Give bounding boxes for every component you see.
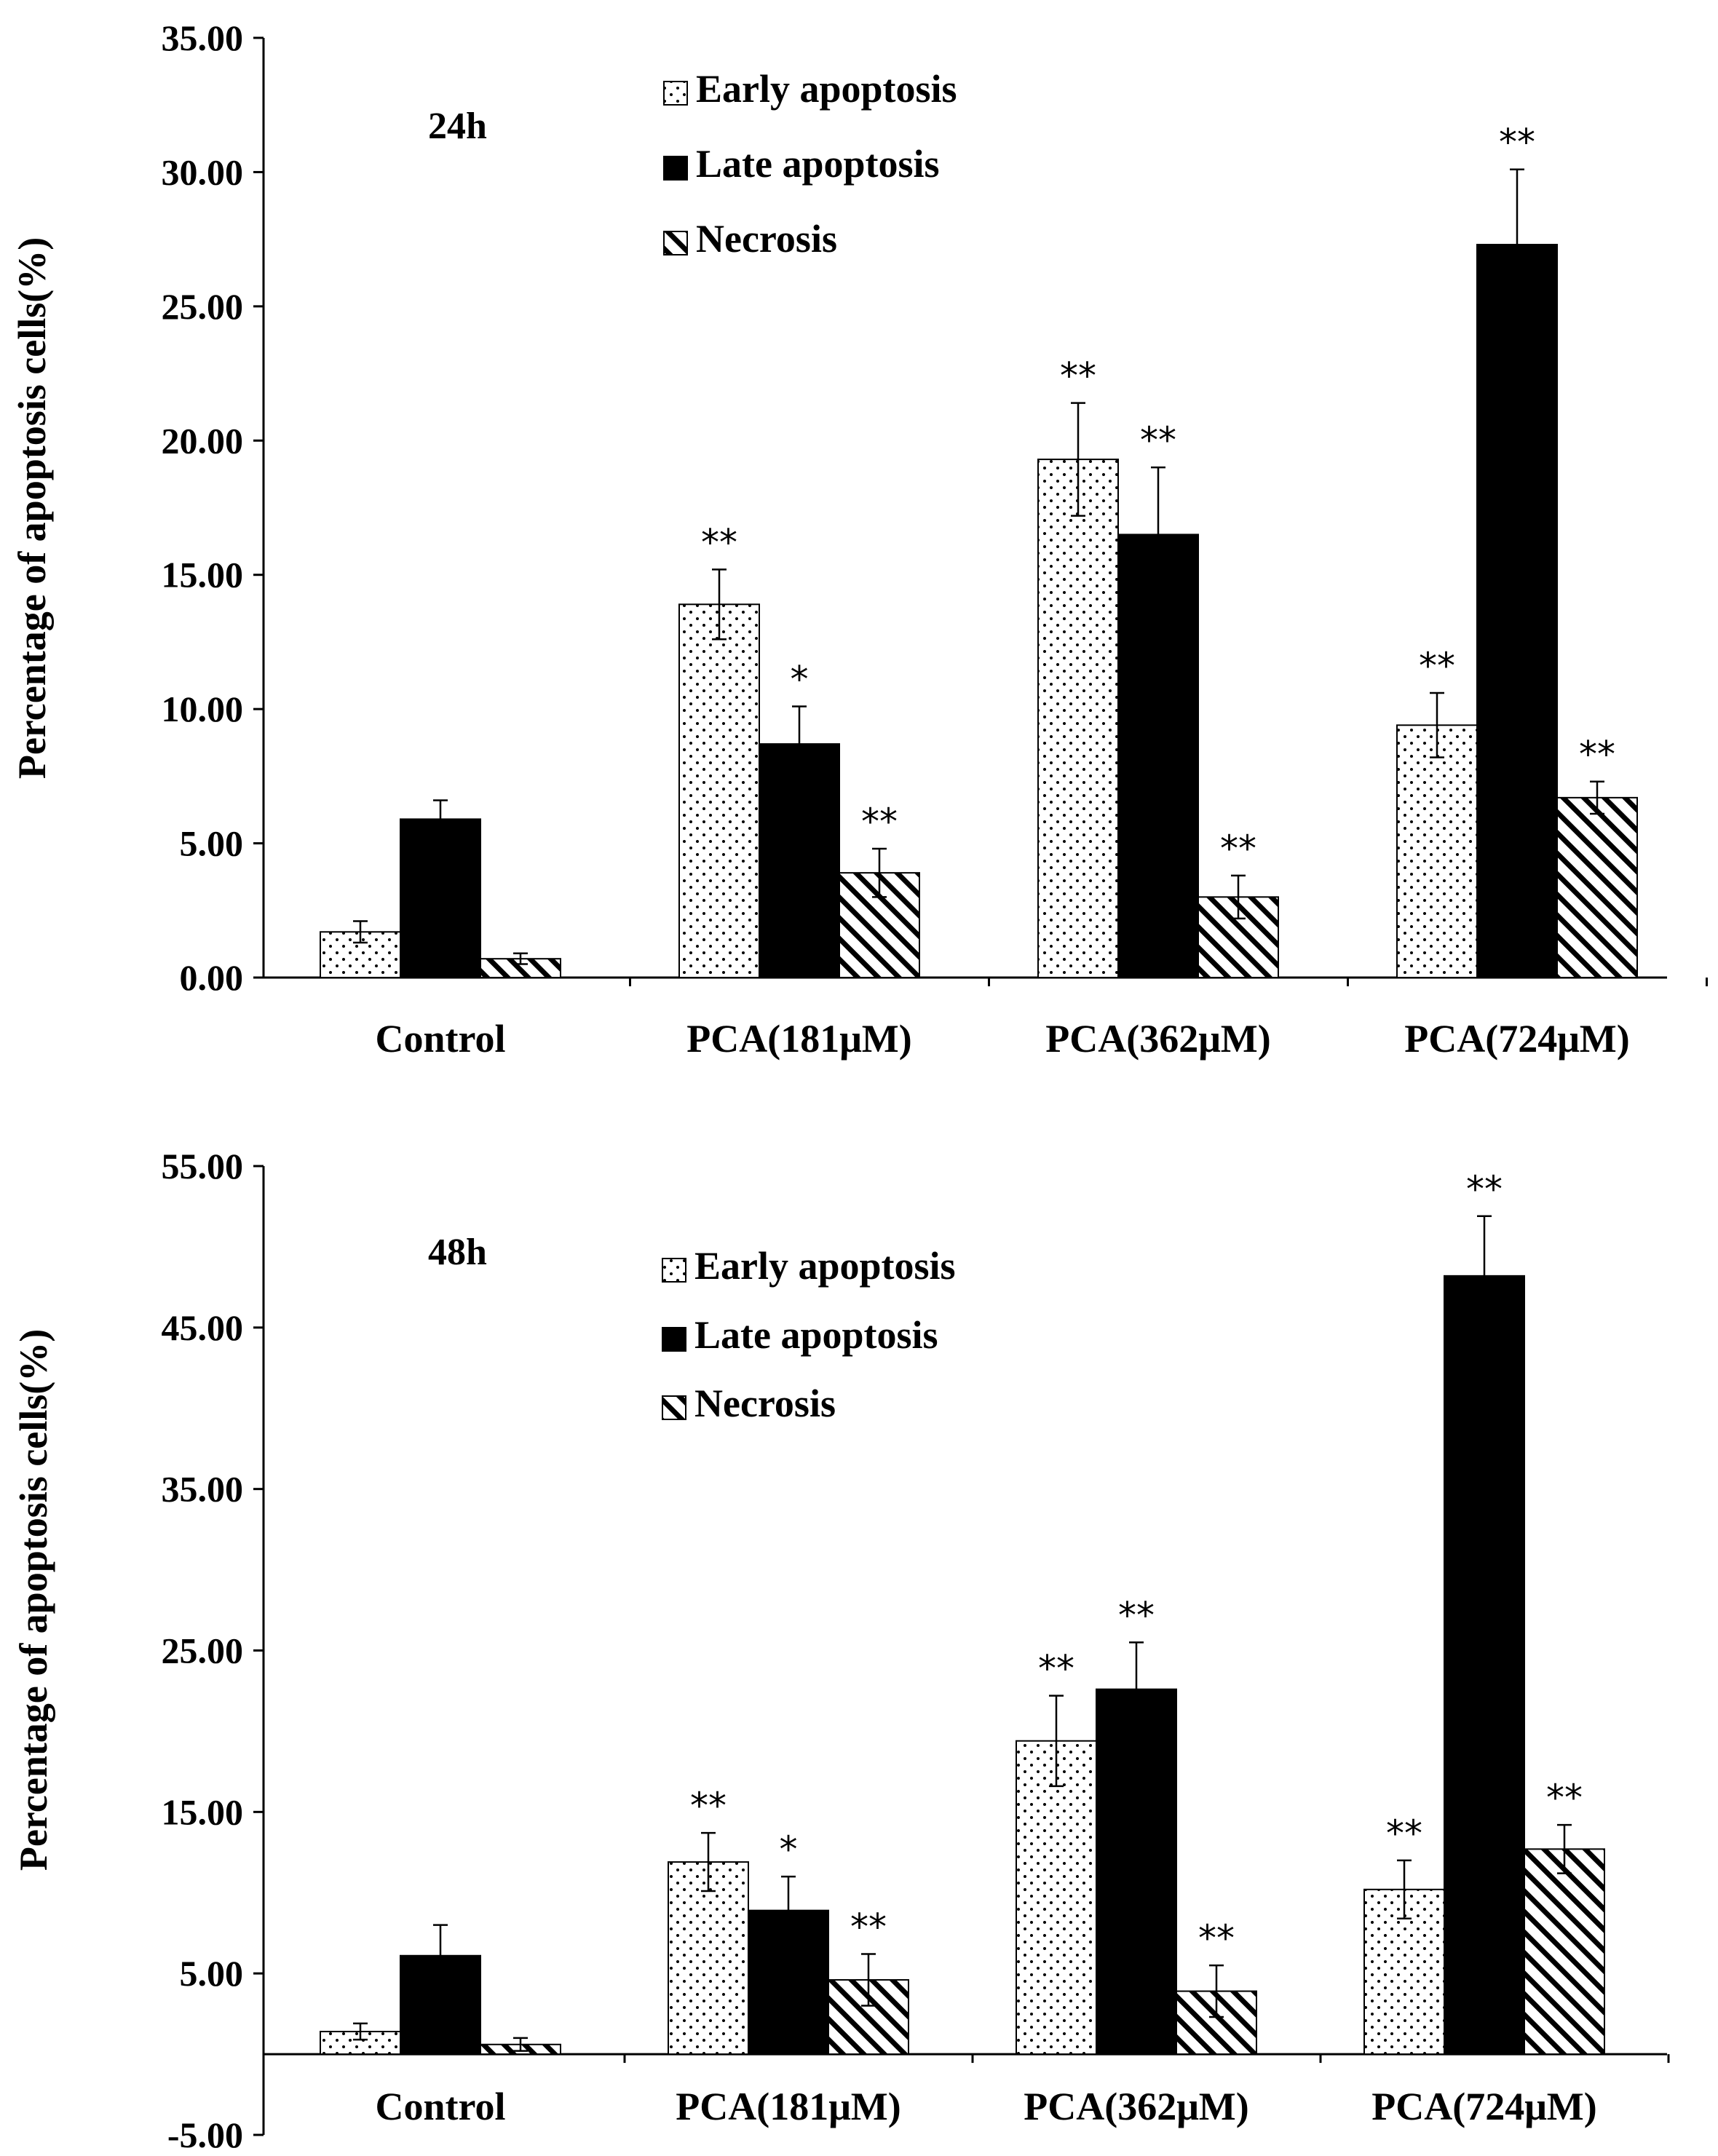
category-label: Control xyxy=(375,1017,505,1061)
y-tick-label: 20.00 xyxy=(162,420,244,461)
significance-marker: ** xyxy=(1198,1917,1235,1959)
category-label: PCA(724μM) xyxy=(1371,2085,1597,2128)
legend-swatch-solid xyxy=(662,1327,686,1352)
legend: Early apoptosis Late apoptosis Necrosis xyxy=(663,67,957,261)
category-label: Control xyxy=(375,2085,505,2128)
bar-hatch xyxy=(1176,1990,1257,2056)
significance-marker: ** xyxy=(1118,1594,1155,1636)
significance-marker: ** xyxy=(1386,1812,1422,1855)
significance-marker: ** xyxy=(1038,1648,1074,1690)
y-tick-label: 30.00 xyxy=(162,151,244,192)
legend-swatch-hatch xyxy=(662,1395,686,1420)
y-tick-label: 0.00 xyxy=(180,957,244,998)
y-tick-label: 5.00 xyxy=(180,1953,244,1994)
legend-label: Necrosis xyxy=(694,1382,836,1425)
y-tick-label: 55.00 xyxy=(162,1146,244,1186)
bar-solid xyxy=(1476,244,1558,978)
legend-label: Necrosis xyxy=(696,217,837,261)
significance-marker: ** xyxy=(690,1785,727,1827)
category-label: PCA(362μM) xyxy=(1045,1017,1271,1061)
y-tick-label: 25.00 xyxy=(162,286,244,327)
significance-marker: ** xyxy=(1546,1777,1583,1819)
y-tick-label: 45.00 xyxy=(162,1307,244,1348)
significance-marker: ** xyxy=(1499,122,1535,164)
chart-panel-48h: -5.00 5.00 15.00 25.00 35.00 45.00 55.00 Contro… xyxy=(12,1146,1670,2155)
significance-marker: ** xyxy=(1579,734,1615,776)
bar-solid xyxy=(1096,1688,1177,2056)
y-tick-label: -5.00 xyxy=(167,2115,243,2155)
legend: Early apoptosis Late apoptosis Necrosis xyxy=(662,1244,956,1425)
significance-marker: ** xyxy=(1060,355,1096,397)
panel-label: 24h xyxy=(428,106,487,147)
y-axis-title: Percentage of apoptosis cells(%) xyxy=(10,237,54,779)
category-label: PCA(362μM) xyxy=(1024,2085,1249,2128)
bar-hatch xyxy=(1556,796,1638,979)
significance-marker: * xyxy=(780,1828,798,1871)
significance-marker: ** xyxy=(1140,419,1176,461)
bar-dots xyxy=(1016,1740,1097,2056)
bar-dots xyxy=(1396,724,1478,978)
significance-marker: ** xyxy=(1466,1168,1503,1210)
significance-marker: ** xyxy=(1220,828,1256,870)
category-label: PCA(181μM) xyxy=(676,2085,901,2128)
y-tick-label: 25.00 xyxy=(162,1630,244,1671)
legend-label: Late apoptosis xyxy=(694,1313,938,1357)
legend-label: Late apoptosis xyxy=(696,142,940,186)
legend-swatch-solid xyxy=(663,156,688,181)
y-tick-label: 5.00 xyxy=(180,823,244,864)
y-tick-label: 15.00 xyxy=(162,1791,244,1832)
bar-solid xyxy=(1444,1275,1525,2056)
legend-label: Early apoptosis xyxy=(694,1244,956,1288)
bar-dots xyxy=(678,603,760,978)
category-label: PCA(724μM) xyxy=(1404,1017,1630,1061)
legend-label: Early apoptosis xyxy=(696,67,957,111)
category-label: PCA(181μM) xyxy=(686,1017,912,1061)
significance-marker: ** xyxy=(850,1906,887,1949)
significance-marker: ** xyxy=(701,521,737,563)
y-tick-label: 35.00 xyxy=(162,17,244,58)
legend-swatch-dots xyxy=(663,81,688,106)
significance-marker: ** xyxy=(1419,645,1455,687)
bar-solid xyxy=(759,743,840,978)
bar-solid xyxy=(400,818,481,978)
bar-dots xyxy=(1037,459,1119,978)
significance-marker: ** xyxy=(861,801,898,843)
panel-label: 48h xyxy=(428,1232,487,1273)
y-tick-label: 15.00 xyxy=(162,555,244,595)
legend-swatch-hatch xyxy=(663,231,688,255)
significance-marker: * xyxy=(791,658,809,700)
y-axis-title: Percentage of apoptosis cells(%) xyxy=(12,1329,55,1871)
chart-panel-24h: 0.00 5.00 10.00 15.00 20.00 25.00 30.00 35.00 Co… xyxy=(10,17,1708,1061)
y-tick-label: 10.00 xyxy=(162,689,244,729)
y-tick-label: 35.00 xyxy=(162,1469,244,1510)
legend-swatch-dots xyxy=(662,1258,686,1283)
bar-hatch xyxy=(1524,1848,1605,2056)
